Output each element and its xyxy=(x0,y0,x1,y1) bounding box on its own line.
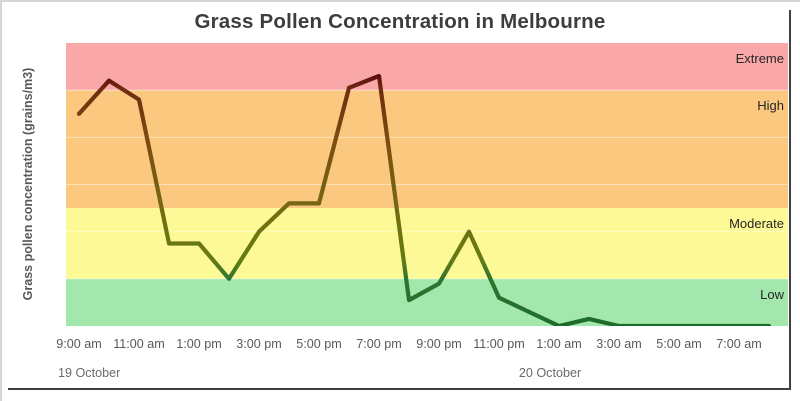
x-tick-11-00-am: 11:00 am xyxy=(113,337,165,351)
band-low xyxy=(66,278,788,326)
chart-svg xyxy=(66,43,788,326)
window-border-top xyxy=(0,0,800,2)
threshold-bands xyxy=(66,43,788,326)
date-label-19-october: 19 October xyxy=(58,366,121,380)
band-label-high: High xyxy=(757,98,784,114)
gridlines xyxy=(66,89,788,280)
x-tick-3-00-am: 3:00 am xyxy=(596,337,642,351)
band-label-low: Low xyxy=(760,286,784,302)
band-extreme xyxy=(66,43,788,91)
window-border-left xyxy=(0,0,2,401)
plot-area xyxy=(66,43,788,326)
x-tick-9-00-pm: 9:00 pm xyxy=(416,337,462,351)
x-tick-5-00-pm: 5:00 pm xyxy=(296,337,342,351)
y-axis-label: Grass pollen concentration (grains/m3) xyxy=(21,67,35,301)
x-tick-7-00-pm: 7:00 pm xyxy=(356,337,402,351)
date-label-20-october: 20 October xyxy=(518,366,582,380)
chart-frame-border-bottom xyxy=(8,388,791,390)
x-tick-1-00-pm: 1:00 pm xyxy=(176,337,222,351)
chart-title: Grass Pollen Concentration in Melbourne xyxy=(194,10,606,33)
x-tick-3-00-pm: 3:00 pm xyxy=(236,337,282,351)
band-label-extreme: Extreme xyxy=(735,51,784,66)
x-tick-7-00-am: 7:00 am xyxy=(716,337,762,351)
band-label-moderate: Moderate xyxy=(729,216,784,232)
pollen-concentration-line xyxy=(76,73,772,326)
x-tick-1-00-am: 1:00 am xyxy=(536,337,582,351)
chart-frame-border-right xyxy=(789,10,791,390)
band-high xyxy=(66,90,788,209)
x-tick-9-00-am: 9:00 am xyxy=(56,337,102,351)
x-tick-11-00-pm: 11:00 pm xyxy=(473,337,525,351)
x-tick-5-00-am: 5:00 am xyxy=(656,337,702,351)
